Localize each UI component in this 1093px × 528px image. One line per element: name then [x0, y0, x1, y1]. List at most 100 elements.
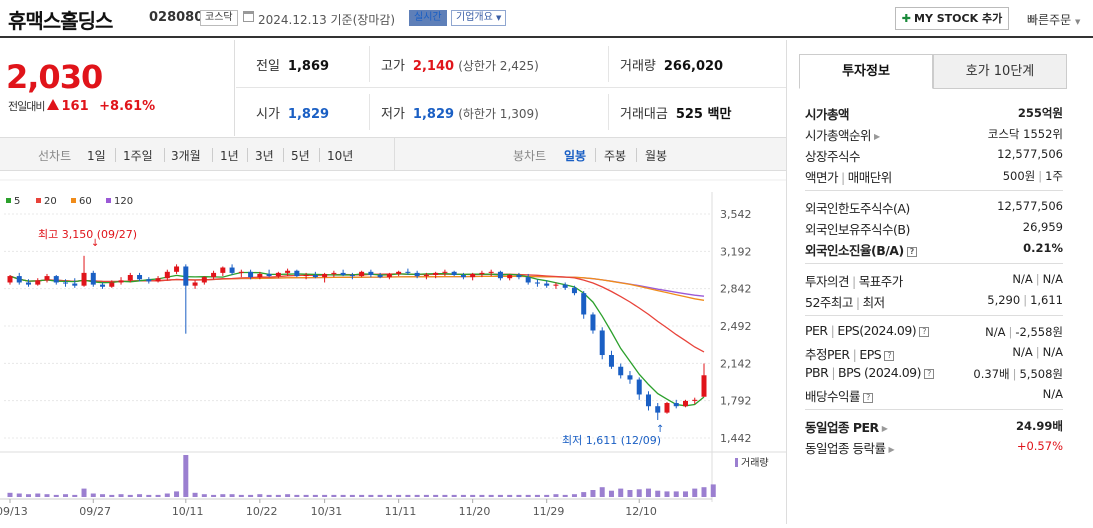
period-5y[interactable]: 5년 [291, 149, 310, 163]
candle-body [146, 279, 152, 282]
period-10y[interactable]: 10년 [327, 149, 354, 163]
quote-grid: 전일 1,869 고가 2,140 (상한가 2,425) 거래량 266,020 시… [236, 40, 786, 136]
change-percent: +8.61% [99, 99, 156, 114]
x-tick-label: 12/10 [625, 505, 657, 518]
candle-body [636, 379, 642, 395]
period-monthly[interactable]: 월봉 [645, 149, 668, 163]
candle-body [44, 276, 50, 281]
y-tick-label: 3,542 [720, 208, 752, 221]
volume-bar [257, 494, 263, 497]
period-1w[interactable]: 1주일 [123, 149, 153, 163]
quick-order-button[interactable]: 빠른주문 ▼ [1027, 13, 1081, 27]
candle-body [238, 271, 244, 273]
volume-bar [599, 487, 605, 497]
realtime-button[interactable]: 실시간 [409, 10, 447, 26]
chevron-right-icon: ▶ [874, 132, 880, 141]
help-icon[interactable]: ? [884, 351, 895, 361]
volume-bar [645, 488, 651, 497]
candle-body [118, 280, 124, 283]
volume-bar [386, 494, 392, 497]
help-icon[interactable]: ? [919, 327, 930, 337]
candle-body [90, 272, 96, 285]
candle-body [109, 282, 115, 287]
volume-bar [497, 494, 503, 497]
volume-bar [81, 488, 87, 497]
candle-body [377, 275, 383, 278]
candle-body [53, 276, 59, 283]
candle-body [470, 273, 476, 278]
volume-bar [109, 494, 115, 497]
volume: 거래량 266,020 [620, 59, 724, 74]
candle-body [553, 284, 559, 286]
volume-bar [201, 494, 207, 497]
volume-bar [26, 494, 32, 497]
period-1d[interactable]: 1일 [87, 149, 106, 163]
candle-body [673, 403, 679, 407]
candle-body [460, 275, 466, 278]
volume-bar [692, 488, 698, 497]
volume-bar [655, 490, 661, 497]
y-tick-label: 1,442 [720, 432, 752, 445]
candle-body [312, 275, 318, 278]
volume-bar [433, 494, 439, 497]
volume-bar [368, 494, 374, 497]
candle-body [664, 403, 670, 413]
candle-body [488, 271, 494, 273]
candle-body [201, 277, 207, 283]
legend-ma120-swatch [106, 198, 111, 203]
company-info-button[interactable]: 기업개요 ▼ [451, 10, 507, 26]
candlestick-chart-svg[interactable]: 5 20 60 120 3,542 3,192 2,842 2,492 2,142 1,7… [0, 172, 786, 524]
x-tick-label: 09/13 [0, 505, 28, 518]
industry-change-link[interactable]: 동일업종 등락률 ▶ [805, 441, 895, 456]
period-daily[interactable]: 일봉 [564, 149, 587, 163]
candle-body [655, 406, 661, 413]
tab-investment-info[interactable]: 투자정보 [799, 54, 933, 89]
candle-body [479, 272, 485, 274]
volume-bar [377, 494, 383, 497]
candle-body [220, 267, 226, 273]
volume-bar [488, 494, 494, 497]
help-icon[interactable]: ? [906, 247, 917, 257]
volume-bar [627, 490, 633, 497]
industry-per-link[interactable]: 동일업종 PER ▶ [805, 420, 888, 435]
legend-ma60: 60 [79, 196, 92, 207]
volume-bar [636, 489, 642, 497]
period-weekly[interactable]: 주봉 [604, 149, 627, 163]
candle-body [544, 283, 550, 286]
candle-body [174, 266, 180, 272]
volume-bar [220, 494, 226, 497]
candle-body [682, 400, 688, 407]
candle-body [349, 275, 355, 277]
volume-bar [44, 494, 50, 497]
candle-body [164, 271, 170, 279]
candle-body [507, 275, 513, 279]
x-tick-label: 10/31 [311, 505, 343, 518]
period-3m[interactable]: 3개월 [171, 149, 201, 163]
market-cap-rank-link[interactable]: 시가총액순위 ▶ [805, 128, 880, 143]
volume-bar [266, 494, 272, 497]
tab-order-book[interactable]: 호가 10단계 [933, 54, 1067, 89]
y-tick-label: 3,192 [720, 245, 752, 258]
current-price: 2,030 [6, 58, 103, 96]
period-3y[interactable]: 3년 [255, 149, 274, 163]
candle-body [16, 276, 22, 283]
y-tick-label: 1,792 [720, 395, 752, 408]
period-1y[interactable]: 1년 [220, 149, 239, 163]
help-icon[interactable]: ? [863, 393, 874, 403]
candle-body [359, 271, 365, 277]
add-my-stock-button[interactable]: ✚ MY STOCK 추가 [895, 7, 1009, 30]
candle-body [386, 273, 392, 278]
up-triangle-icon [47, 99, 60, 110]
volume-bar [442, 494, 448, 497]
stock-chart[interactable]: 5 20 60 120 3,542 3,192 2,842 2,492 2,142 1,7… [0, 172, 786, 524]
price-change: 전일대비 161 +8.61% [8, 99, 156, 114]
candle-body [599, 330, 605, 356]
candle-body [340, 272, 346, 276]
volume-bar [507, 494, 513, 497]
volume-bar [516, 494, 522, 497]
line-chart-label: 선차트 [38, 149, 72, 163]
volume-bar [673, 491, 679, 497]
candle-body [257, 273, 263, 278]
help-icon[interactable]: ? [924, 369, 934, 379]
x-tick-label: 10/22 [246, 505, 278, 518]
